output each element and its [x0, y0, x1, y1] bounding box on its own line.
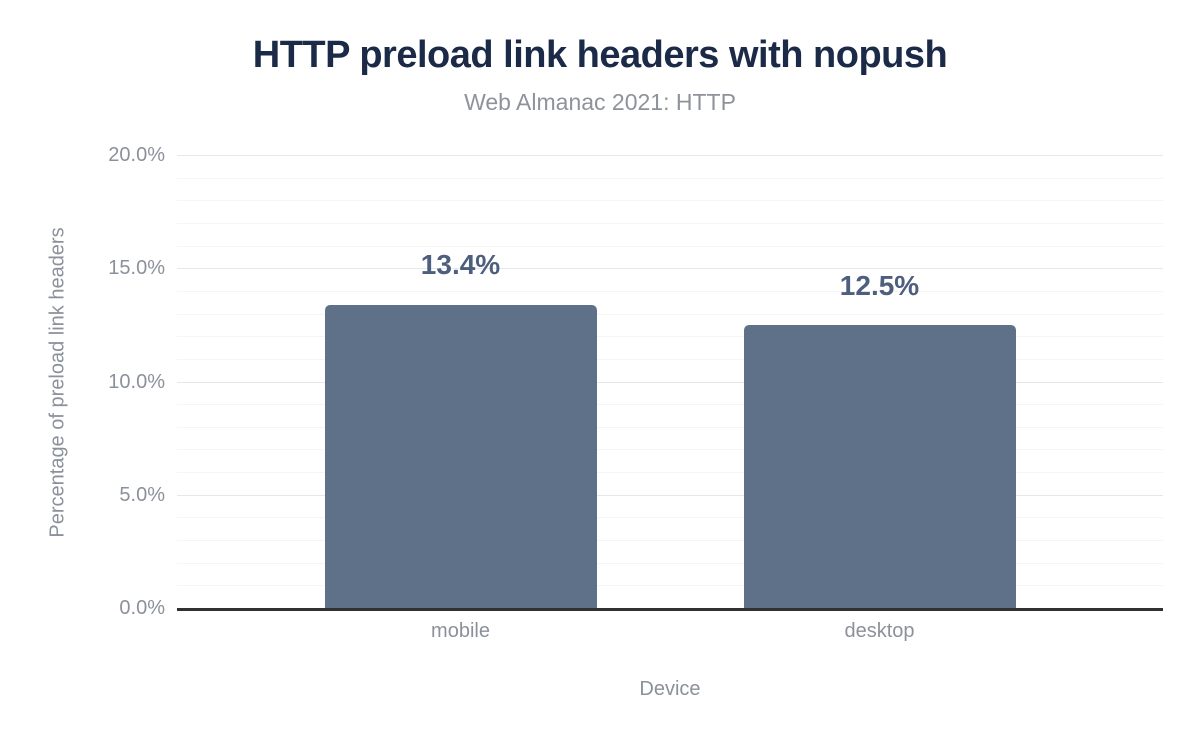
chart-title: HTTP preload link headers with nopush	[252, 34, 948, 76]
gridline-minor	[177, 245, 1163, 247]
x-tick-label-desktop: desktop	[844, 620, 915, 642]
y-tick-label: 5.0%	[119, 483, 165, 506]
gridline-minor	[177, 449, 1163, 451]
bar-mobile	[324, 304, 597, 608]
gridline-minor	[177, 472, 1163, 474]
y-tick-label: 15.0%	[108, 257, 165, 280]
gridline-minor	[177, 200, 1163, 202]
gridline-minor	[177, 358, 1163, 360]
gridline-minor	[177, 540, 1163, 542]
gridline-minor	[177, 336, 1163, 338]
y-tick-label: 0.0%	[119, 597, 165, 619]
gridline-minor	[177, 517, 1163, 519]
gridline-minor	[177, 177, 1163, 179]
value-label-desktop: 12.5%	[839, 269, 920, 301]
x-tick-label-mobile: mobile	[431, 620, 490, 642]
gridline-minor	[177, 562, 1163, 564]
chart-subtitle: Web Almanac 2021: HTTP	[464, 89, 736, 115]
gridline-major	[177, 155, 1163, 156]
gridline-major	[177, 268, 1163, 270]
x-axis-title: Device	[639, 678, 701, 700]
gridline-minor	[177, 404, 1163, 406]
gridline-major	[177, 494, 1163, 496]
bar-desktop	[743, 324, 1016, 608]
gridline-minor	[177, 313, 1163, 315]
gridline-minor	[177, 290, 1163, 292]
gridline-major	[177, 381, 1163, 383]
gridline-minor	[177, 222, 1163, 224]
plot-area: 13.4% 12.5%	[177, 155, 1163, 611]
y-tick-label: 20.0%	[108, 144, 165, 166]
y-tick-label: 10.0%	[108, 370, 165, 393]
value-label-mobile: 13.4%	[420, 249, 501, 281]
gridline-minor	[177, 585, 1163, 587]
gridline-minor	[177, 426, 1163, 428]
